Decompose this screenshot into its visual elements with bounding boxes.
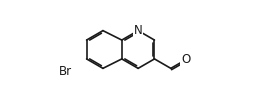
Text: O: O (181, 53, 190, 66)
Text: N: N (134, 24, 143, 37)
Text: Br: Br (59, 65, 72, 78)
